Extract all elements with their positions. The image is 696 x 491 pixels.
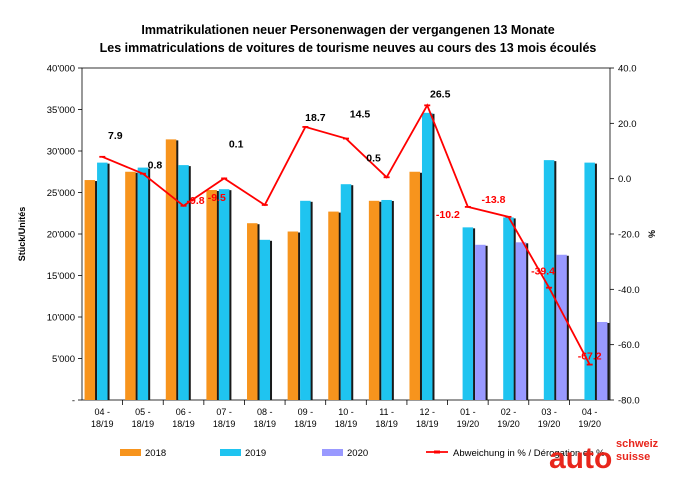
x-tick-label-line1: 09 - <box>298 407 314 417</box>
auto-schweiz-logo: auto schweiz suisse <box>549 438 659 475</box>
logo-suisse-text: suisse <box>616 451 650 463</box>
x-tick-label-line1: 01 - <box>460 407 476 417</box>
bar-2019 <box>97 162 108 400</box>
bar-2020 <box>556 254 567 400</box>
legend-label: 2020 <box>347 448 368 459</box>
bar-2019 <box>300 200 311 400</box>
bar-2018 <box>328 211 339 400</box>
deviation-data-label: -10.2 <box>436 209 460 221</box>
legend: 2018 2019 2020 Abweichung in % / Dérogation… <box>120 448 605 459</box>
bar-2020 <box>515 242 527 400</box>
deviation-data-label: 7.9 <box>108 130 123 142</box>
x-tick-label-line1: 06 - <box>176 407 192 417</box>
x-tick-label-line2: 18/19 <box>132 419 155 429</box>
x-tick-label-line1: 05 - <box>135 407 151 417</box>
x-tick-label-line1: 07 - <box>216 407 232 417</box>
deviation-data-label: 0.8 <box>148 160 163 172</box>
deviation-data-label: 0.5 <box>366 152 381 164</box>
bar-2018 <box>368 200 380 400</box>
legend-swatch-2020 <box>322 449 343 456</box>
deviation-data-label: 14.5 <box>350 109 371 121</box>
bar-2018 <box>409 171 420 400</box>
bar-2018 <box>165 139 177 400</box>
logo-schweiz-text: schweiz <box>616 438 659 450</box>
x-tick-label-line1: 04 - <box>582 407 598 417</box>
bar-2019 <box>340 184 352 400</box>
x-tick-label-line2: 19/20 <box>497 419 520 429</box>
y-left-tick-label: 25'000 <box>47 188 75 199</box>
chart-title-fr: Les immatriculations de voitures de tour… <box>100 41 597 55</box>
deviation-data-label: -9.5 <box>208 192 226 204</box>
bar-2020 <box>596 321 608 400</box>
x-tick-label-line2: 18/19 <box>416 419 439 429</box>
deviation-data-label: 18.7 <box>305 112 326 124</box>
y-right-tick-label: 20.0 <box>618 119 637 130</box>
y-right-tick-label: 0.0 <box>618 174 631 185</box>
deviation-data-label: -67.2 <box>578 351 602 363</box>
bar-2019 <box>137 167 149 400</box>
y-left-tick-label: 40'000 <box>47 64 75 75</box>
bar-2018 <box>84 180 96 400</box>
bar-2018 <box>287 231 299 400</box>
bar-2019 <box>218 189 230 400</box>
x-tick-label-line1: 04 - <box>95 407 111 417</box>
deviation-data-label: 0.1 <box>229 138 244 150</box>
bar-2018 <box>247 223 258 400</box>
y-left-tick-label: 10'000 <box>47 313 75 324</box>
y-right-tick-label: -80.0 <box>618 396 640 407</box>
x-tick-label-line1: 11 - <box>379 407 394 417</box>
x-tick-label-line2: 18/19 <box>213 419 236 429</box>
bar-2018 <box>125 171 136 400</box>
legend-label: 2018 <box>145 448 166 459</box>
bar-2018 <box>206 190 217 400</box>
y-right-tick-label: 40.0 <box>618 64 637 75</box>
deviation-data-label: 26.5 <box>430 88 451 100</box>
x-tick-label-line1: 02 - <box>501 407 517 417</box>
x-tick-label-line2: 19/20 <box>578 419 601 429</box>
bar-2019 <box>503 217 514 400</box>
y-left-tick-label: 30'000 <box>47 147 75 158</box>
y-left-tick-label: 20'000 <box>47 230 75 241</box>
bar-2019 <box>421 112 433 400</box>
y-right-tick-label: -20.0 <box>618 230 640 241</box>
legend-swatch-2018 <box>120 449 141 456</box>
x-tick-label-line2: 18/19 <box>375 419 398 429</box>
x-tick-label-line2: 18/19 <box>294 419 317 429</box>
bar-2019 <box>584 162 595 400</box>
y-left-tick-label: 15'000 <box>47 271 75 282</box>
y-right-tick-label: -60.0 <box>618 340 640 351</box>
bar-2019 <box>178 165 189 400</box>
legend-label: 2019 <box>245 448 266 459</box>
bar-2019 <box>543 160 555 400</box>
x-tick-label-line1: 03 - <box>541 407 557 417</box>
bar-2019 <box>259 239 271 400</box>
bar-2020 <box>475 244 486 400</box>
x-tick-label-line2: 18/19 <box>335 419 358 429</box>
x-tick-label-line2: 19/20 <box>538 419 561 429</box>
chart-title-de: Immatrikulationen neuer Personenwagen de… <box>141 23 554 37</box>
x-tick-label-line1: 12 - <box>419 407 435 417</box>
x-tick-label-line2: 18/19 <box>254 419 277 429</box>
plot-area: - 5'000 10'000 15'000 20'000 25'000 30'000 35'0… <box>17 64 657 430</box>
y-left-tick-label: - <box>72 396 75 407</box>
y-left-tick-label: 5'000 <box>52 354 75 365</box>
x-tick-label-line2: 18/19 <box>172 419 195 429</box>
x-tick-label-line1: 10 - <box>338 407 354 417</box>
y-left-axis-title: Stück/Unités <box>17 207 27 262</box>
y-left-tick-label: 35'000 <box>47 105 75 116</box>
legend-label: Abweichung in % / Dérogation en % <box>453 448 605 459</box>
legend-swatch-2019 <box>220 449 241 456</box>
bar-2019 <box>462 227 474 400</box>
x-tick-label-line2: 19/20 <box>457 419 480 429</box>
y-right-axis-title: % <box>647 230 657 238</box>
deviation-data-label: -13.8 <box>481 194 505 206</box>
deviation-data-label: -39.4 <box>531 266 555 278</box>
deviation-data-label: -9.8 <box>186 195 204 207</box>
x-tick-label-line2: 18/19 <box>91 419 114 429</box>
logo-auto-text: auto <box>549 442 612 475</box>
bar-2019 <box>381 199 392 400</box>
y-right-tick-label: -40.0 <box>618 285 640 296</box>
x-tick-label-line1: 08 - <box>257 407 273 417</box>
